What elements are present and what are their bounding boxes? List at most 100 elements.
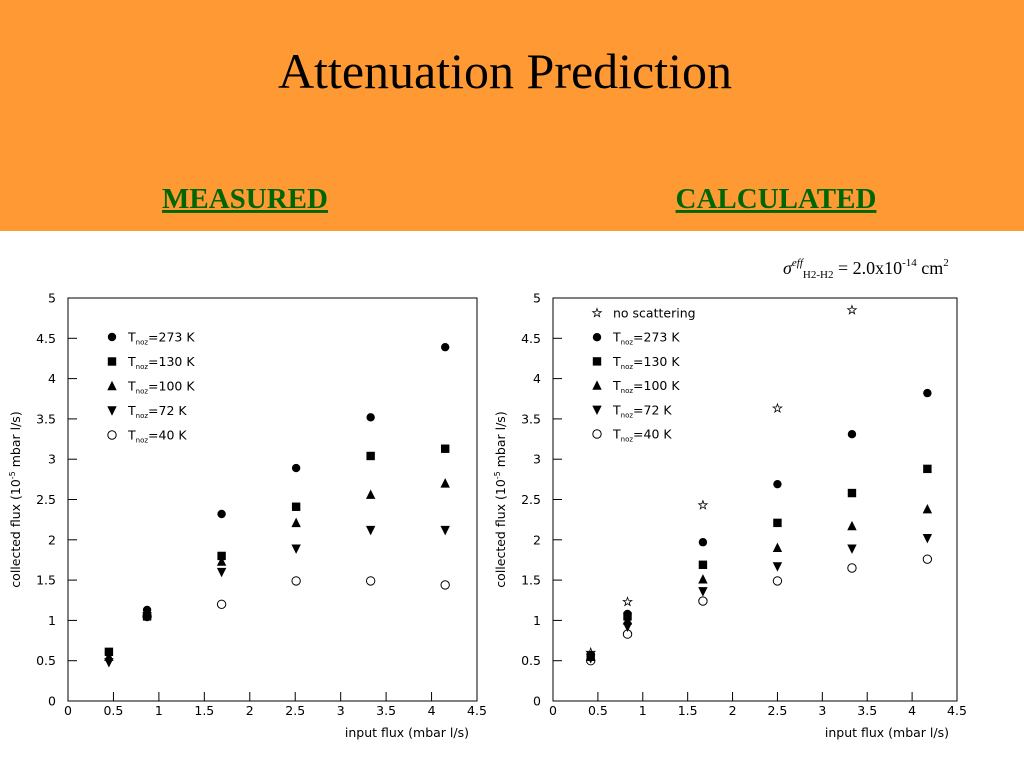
x-tick-label: 4.5 [947,703,967,718]
y-tick-label: 2.5 [36,492,56,507]
legend-label-part: =130 K [148,354,195,369]
y-axis-label-part: collected flux (10 [8,479,23,588]
point [142,611,152,622]
y-tick-label: 4 [533,371,541,386]
legend-label: Tnoz=130 K [612,354,680,371]
legend-label-part: T [612,330,621,345]
legend-label-part: T [127,403,136,418]
point [440,342,450,352]
legend-label-part: T [612,354,621,369]
x-tick-label: 3 [818,703,826,718]
x-tick-label: 4.5 [467,703,487,718]
point [847,520,857,531]
annotation-part: H2-H2 [803,269,834,281]
point [291,517,301,528]
point [440,525,450,536]
y-tick-label: 0 [48,694,56,709]
point [291,463,301,473]
point [217,509,226,519]
legend-label-part: noz [136,412,149,420]
point [586,656,596,666]
legend-label-part: noz [621,436,634,444]
y-tick-label: 5 [48,291,56,306]
y-axis-label: collected flux (10-5 mbar l/s) [493,411,508,587]
point [773,518,782,528]
point [846,304,858,315]
left-heading: MEASURED [162,183,328,215]
point [923,464,932,474]
y-tick-label: 0.5 [36,653,56,668]
point [586,654,596,664]
point [772,576,783,586]
point [923,388,932,398]
legend-marker [107,380,117,391]
point [104,658,114,668]
y-axis-label-part: collected flux (10 [493,479,508,588]
legend-label-part: =130 K [633,354,680,369]
y-tick-label: 3 [533,452,541,467]
point [365,525,376,536]
legend-label: Tnoz=130 K [127,354,195,371]
point [847,563,857,573]
point [622,615,633,625]
y-tick-label: 1.5 [521,573,541,588]
y-tick-label: 2 [48,532,56,547]
annotation: σeffH2-H2 = 2.0x10-14 cm2 [783,257,949,281]
y-axis-label: collected flux (10-5 mbar l/s) [8,411,23,587]
point [216,556,227,566]
y-tick-label: 0.5 [521,653,541,668]
slide-title: Attenuation Prediction [278,43,732,99]
point [922,554,933,564]
legend-label-part: noz [136,339,149,347]
legend-marker [592,405,602,415]
point [365,576,376,586]
x-tick-label: 2 [246,703,254,718]
y-axis-label-part: mbar l/s) [8,411,23,471]
legend-label: Tnoz=40 K [127,428,187,445]
x-tick-label: 3.5 [857,703,877,718]
legend-label-part: noz [621,363,634,371]
y-tick-label: 1 [533,613,541,628]
legend-marker [107,430,117,440]
legend-label: Tnoz=40 K [612,427,672,444]
point [772,562,783,572]
y-tick-label: 1.5 [36,573,56,588]
legend-label-part: =72 K [633,402,672,417]
point [698,574,708,584]
x-tick-label: 4 [908,703,916,718]
y-tick-label: 4.5 [36,331,56,346]
annotation-part: σ [783,258,793,278]
point [291,502,301,511]
x-tick-label: 0 [64,703,72,718]
y-tick-label: 3 [48,452,56,467]
x-axis-label: input flux (mbar l/s) [825,725,949,740]
x-tick-label: 0.5 [588,703,608,718]
x-tick-label: 3 [337,703,345,718]
legend-label-part: noz [136,363,149,371]
point [922,503,933,514]
point [366,451,375,461]
point [440,580,450,590]
x-tick-label: 3.5 [376,703,396,718]
point [622,622,633,633]
point [698,538,708,547]
annotation-part: cm [917,258,944,278]
y-tick-label: 5 [533,291,541,306]
x-tick-label: 1 [639,703,647,718]
y-axis-label-part: -5 [8,471,17,479]
legend-marker [107,406,117,416]
legend-label-part: noz [136,437,149,445]
x-axis-label: input flux (mbar l/s) [345,725,469,740]
legend-label-part: T [127,428,136,443]
legend-label-part: noz [621,387,634,395]
point [771,402,783,414]
legend-label: Tnoz=100 K [612,378,680,395]
legend-label-part: T [612,427,621,442]
y-axis-label-part: -5 [493,471,502,479]
y-axis-label-part: mbar l/s) [493,411,508,471]
y-tick-label: 4.5 [521,331,541,346]
x-tick-label: 2.5 [285,703,305,718]
legend-marker [592,380,602,390]
legend-label-part: =40 K [633,427,672,442]
